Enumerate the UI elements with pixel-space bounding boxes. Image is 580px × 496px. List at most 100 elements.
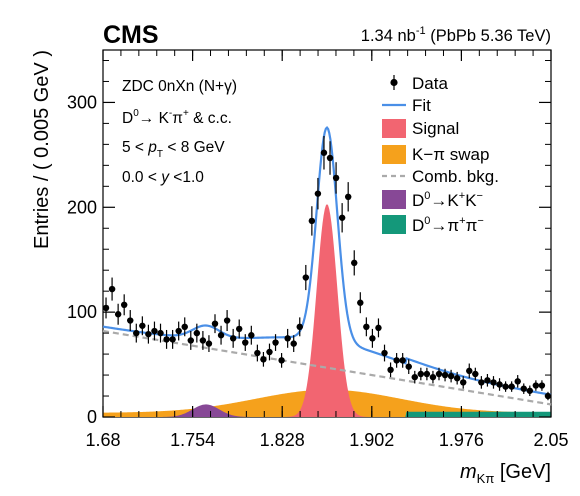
- data-point: [169, 329, 176, 349]
- data-point: [344, 182, 352, 212]
- data-point: [369, 328, 376, 348]
- legend-entry-signal: Signal: [382, 119, 459, 138]
- annotation-zdc: ZDC 0nXn (N+γ): [122, 78, 237, 95]
- data-point: [435, 367, 443, 381]
- legend-entry-fit: Fit: [382, 96, 431, 115]
- data-point: [272, 334, 279, 351]
- data-point: [236, 319, 243, 339]
- legend: Data Fit Signal K−π swap Comb. bkg. D0→K…: [382, 74, 499, 235]
- annotation-pt: 5 < pT < 8 GeV: [122, 139, 225, 160]
- signal-component-area: [103, 204, 551, 417]
- data-point: [187, 331, 194, 350]
- data-point: [447, 369, 455, 383]
- legend-kk-swatch: [382, 190, 406, 209]
- data-point: [514, 375, 521, 388]
- data-point: [181, 317, 188, 337]
- x-axis-title: mKπ [GeV]: [460, 461, 551, 486]
- y-tick-label: 0: [87, 407, 97, 427]
- axis-ticks-layer: 1.68 1.754 1.828 1.902 1.976 2.05 0 100 200 300: [67, 50, 569, 450]
- data-point: [466, 363, 473, 379]
- collision-system: (PbPb 5.36 TeV): [430, 27, 551, 45]
- data-point: [351, 250, 358, 276]
- data-point: [399, 353, 406, 368]
- data-point: [296, 317, 303, 337]
- data-point: [205, 335, 213, 352]
- data-point: [217, 325, 225, 345]
- data-point: [478, 376, 485, 389]
- data-point: [460, 376, 467, 389]
- legend-kk-label: D0→K+K−: [412, 190, 483, 210]
- data-point: [429, 370, 437, 384]
- data-point: [387, 362, 394, 378]
- legend-pipi-label: D0→π+π−: [412, 215, 484, 235]
- data-point: [102, 297, 110, 319]
- data-point: [308, 206, 316, 236]
- data-point: [496, 378, 503, 391]
- selection-annotations: ZDC 0nXn (N+γ) D0→ K-π+ & c.c. 5 < pT < …: [122, 78, 237, 186]
- luminosity-label: 1.34 nb-1 (PbPb 5.36 TeV): [361, 25, 551, 45]
- data-point: [163, 329, 170, 349]
- x-tick-label: 1.68: [85, 430, 120, 450]
- data-point: [538, 380, 546, 391]
- data-point: [145, 324, 152, 344]
- data-point: [223, 310, 231, 332]
- data-point: [332, 162, 340, 194]
- annotation-rapidity: 0.0 < y <1.0: [122, 169, 204, 186]
- data-point: [302, 264, 310, 291]
- data-point: [338, 203, 346, 233]
- data-point: [472, 367, 479, 381]
- data-point: [375, 318, 382, 338]
- data-point: [320, 135, 328, 170]
- data-point: [278, 353, 285, 368]
- data-point: [242, 334, 249, 351]
- legend-entry-comb: Comb. bkg.: [382, 167, 499, 186]
- data-point: [326, 141, 334, 175]
- data-point: [120, 294, 128, 316]
- legend-signal-swatch: [382, 119, 406, 138]
- comb-bkg-line: [102, 329, 552, 406]
- data-point: [363, 317, 370, 337]
- x-tick-label: 1.902: [349, 430, 394, 450]
- legend-signal-label: Signal: [412, 119, 459, 138]
- data-point: [490, 376, 497, 389]
- legend-pipi-swatch: [382, 215, 406, 234]
- legend-data-marker: [390, 78, 398, 87]
- data-point: [423, 367, 431, 381]
- components-line-layer: [102, 125, 552, 406]
- y-tick-label: 100: [67, 302, 97, 322]
- data-point: [381, 344, 388, 362]
- data-point: [248, 325, 255, 345]
- x-tick-label: 2.05: [533, 430, 568, 450]
- data-point: [266, 343, 273, 361]
- y-tick-label: 200: [67, 197, 97, 217]
- data-point: [151, 321, 158, 341]
- data-point: [108, 277, 116, 301]
- legend-data-label: Data: [412, 74, 448, 93]
- legend-entry-data: Data: [390, 74, 448, 93]
- data-point: [175, 321, 182, 341]
- x-tick-label: 1.828: [260, 430, 305, 450]
- data-point: [254, 344, 261, 362]
- legend-swap-swatch: [382, 145, 406, 164]
- kk-component-area: [103, 404, 551, 417]
- pipi-component-area: [103, 411, 551, 417]
- components-fill-layer: [103, 204, 551, 417]
- data-point: [484, 374, 491, 387]
- data-point: [405, 359, 412, 375]
- data-points-layer: [102, 135, 552, 401]
- annotation-decay: D0→ K-π+ & c.c.: [122, 108, 232, 127]
- y-tick-label: 300: [67, 92, 97, 112]
- data-point: [441, 368, 449, 382]
- legend-entry-kk: D0→K+K−: [382, 190, 483, 210]
- experiment-label: CMS: [103, 21, 159, 49]
- data-point: [411, 370, 418, 384]
- data-point: [502, 381, 509, 392]
- data-point: [157, 323, 164, 343]
- data-point: [229, 328, 237, 348]
- lumi-exponent: -1: [416, 25, 426, 37]
- lumi-value: 1.34 nb: [361, 27, 416, 45]
- data-point: [139, 316, 146, 336]
- data-point: [290, 335, 297, 352]
